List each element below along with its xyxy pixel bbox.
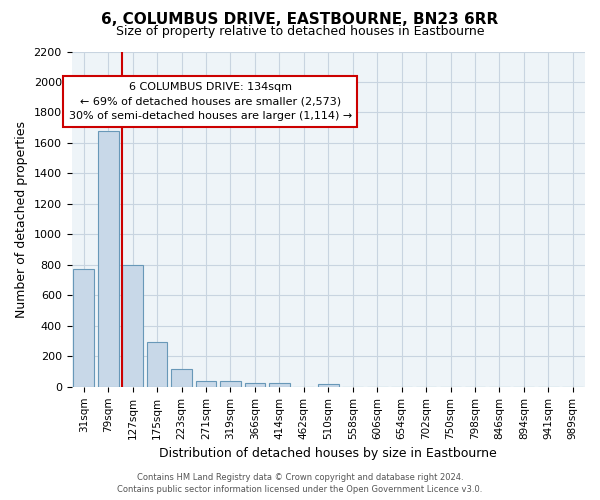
Bar	[147, 342, 167, 387]
Bar	[122, 265, 143, 387]
Bar	[245, 383, 265, 387]
Bar	[171, 370, 192, 387]
X-axis label: Distribution of detached houses by size in Eastbourne: Distribution of detached houses by size …	[160, 447, 497, 460]
Text: Contains HM Land Registry data © Crown copyright and database right 2024.
Contai: Contains HM Land Registry data © Crown c…	[118, 472, 482, 494]
Bar	[98, 131, 119, 387]
Bar	[220, 382, 241, 387]
Bar	[318, 384, 338, 387]
Text: Size of property relative to detached houses in Eastbourne: Size of property relative to detached ho…	[116, 25, 484, 38]
Text: 6, COLUMBUS DRIVE, EASTBOURNE, BN23 6RR: 6, COLUMBUS DRIVE, EASTBOURNE, BN23 6RR	[101, 12, 499, 26]
Bar	[269, 383, 290, 387]
Bar	[196, 380, 217, 387]
Bar	[73, 268, 94, 387]
Text: 6 COLUMBUS DRIVE: 134sqm
← 69% of detached houses are smaller (2,573)
30% of sem: 6 COLUMBUS DRIVE: 134sqm ← 69% of detach…	[68, 82, 352, 122]
Y-axis label: Number of detached properties: Number of detached properties	[15, 120, 28, 318]
